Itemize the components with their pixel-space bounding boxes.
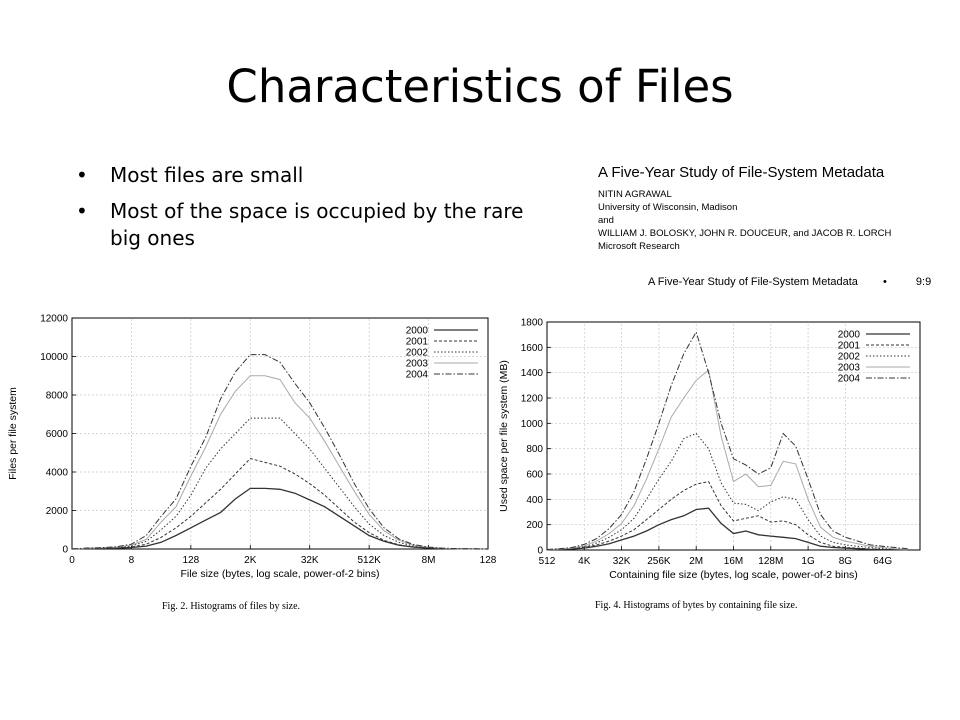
- bullet-dot-icon: •: [76, 199, 88, 223]
- x-tick-label: 2M: [689, 556, 703, 567]
- x-tick-label: 4K: [578, 556, 591, 567]
- series-line-2000: [71, 487, 489, 550]
- y-tick-label: 1800: [521, 318, 544, 329]
- x-axis-label: Containing file size (bytes, log scale, …: [609, 569, 858, 581]
- series-line-2004: [546, 330, 908, 550]
- y-tick-label: 1400: [521, 368, 544, 379]
- bullet-item: • Most of the space is occupied by the ra…: [76, 198, 556, 252]
- x-tick-label: 128: [183, 555, 200, 566]
- legend-label: 2000: [838, 330, 861, 341]
- series-line-2001: [546, 481, 908, 551]
- bullet-text: Most of the space is occupied by the rar…: [110, 199, 524, 250]
- x-tick-label: 32K: [613, 556, 631, 567]
- x-tick-label: 128M: [758, 556, 783, 567]
- legend-label: 2000: [406, 326, 429, 337]
- bullet-list: • Most files are small • Most of the space…: [76, 162, 556, 261]
- legend-label: 2004: [838, 374, 861, 385]
- series-line-2002: [546, 432, 908, 551]
- paper-author: NITIN AGRAWAL: [598, 189, 672, 200]
- paper-title: A Five-Year Study of File-System Metadat…: [598, 164, 885, 181]
- page-title: Characteristics of Files: [226, 60, 734, 113]
- running-header-separator: •: [882, 276, 887, 288]
- series-line-2002: [71, 417, 489, 550]
- bullet-text: Most files are small: [110, 163, 304, 187]
- chart-caption-fig2: Fig. 2. Histograms of files by size.: [162, 601, 301, 612]
- y-tick-label: 12000: [40, 314, 68, 325]
- x-tick-label: 8: [129, 555, 135, 566]
- legend-label: 2003: [406, 359, 429, 370]
- y-tick-label: 0: [62, 545, 68, 556]
- chart-files-by-size: 0 2000 4000 6000 8000 10000 12000 0 8 128 2K 32K 512…: [7, 314, 497, 581]
- x-tick-label: 0: [69, 555, 75, 566]
- y-tick-label: 200: [526, 520, 543, 531]
- y-tick-label: 1000: [521, 419, 544, 430]
- bullet-dot-icon: •: [76, 163, 88, 187]
- y-tick-label: 800: [526, 444, 543, 455]
- plot-frame: [71, 317, 489, 550]
- y-tick-label: 1200: [521, 394, 544, 405]
- x-tick-label: 16M: [724, 556, 743, 567]
- series-line-2001: [71, 457, 489, 550]
- series-line-2003: [546, 369, 908, 551]
- running-header-title: A Five-Year Study of File-System Metadat…: [648, 276, 858, 288]
- paper-authors: WILLIAM J. BOLOSKY, JOHN R. DOUCEUR, and…: [598, 228, 892, 239]
- y-tick-label: 0: [537, 546, 543, 557]
- x-tick-label: 32K: [301, 555, 319, 566]
- chart-bytes-by-containing-size: 0 200 400 600 800 1000 1200 1400 1600 1800 512 4K 32…: [498, 318, 921, 581]
- x-tick-label: 512K: [357, 555, 381, 566]
- y-tick-label: 1600: [521, 343, 544, 354]
- series-line-2000: [546, 507, 908, 551]
- bullet-item: • Most files are small: [76, 162, 556, 189]
- x-tick-label: 1G: [801, 556, 815, 567]
- legend-label: 2003: [838, 363, 861, 374]
- y-tick-label: 600: [526, 470, 543, 481]
- legend-label: 2002: [838, 352, 861, 363]
- paper-reference: A Five-Year Study of File-System Metadat…: [598, 164, 948, 288]
- paper-affiliation: University of Wisconsin, Madison: [598, 202, 738, 213]
- x-tick-label: 2K: [244, 555, 257, 566]
- y-tick-label: 4000: [46, 468, 69, 479]
- x-tick-label: 8M: [422, 555, 436, 566]
- series-line-2004: [71, 354, 489, 550]
- legend-label: 2001: [838, 341, 861, 352]
- paper-running-header: A Five-Year Study of File-System Metadat…: [648, 276, 948, 288]
- x-tick-label: 64G: [873, 556, 892, 567]
- x-axis-label: File size (bytes, log scale, power-of-2 …: [181, 568, 380, 580]
- paper-and: and: [598, 215, 614, 226]
- y-tick-label: 8000: [46, 391, 69, 402]
- chart-caption-fig4: Fig. 4. Histograms of bytes by containin…: [595, 600, 798, 611]
- running-header-page: 9:9: [915, 276, 932, 288]
- y-axis-label: Used space per file system (MB): [498, 360, 510, 512]
- legend-label: 2002: [406, 348, 429, 359]
- x-tick-label: 8G: [839, 556, 853, 567]
- y-tick-label: 400: [526, 495, 543, 506]
- y-axis-label: Files per file system: [7, 387, 19, 480]
- legend-label: 2001: [406, 337, 429, 348]
- plot-frame: [546, 321, 921, 551]
- y-tick-label: 10000: [40, 352, 68, 363]
- y-tick-label: 2000: [46, 506, 69, 517]
- paper-affiliation-2: Microsoft Research: [598, 241, 680, 252]
- x-tick-label: 512: [539, 556, 556, 567]
- series-line-2003: [71, 375, 489, 550]
- y-tick-label: 6000: [46, 429, 69, 440]
- x-tick-label: 128: [480, 555, 497, 566]
- x-tick-label: 256K: [647, 556, 671, 567]
- legend-label: 2004: [406, 370, 429, 381]
